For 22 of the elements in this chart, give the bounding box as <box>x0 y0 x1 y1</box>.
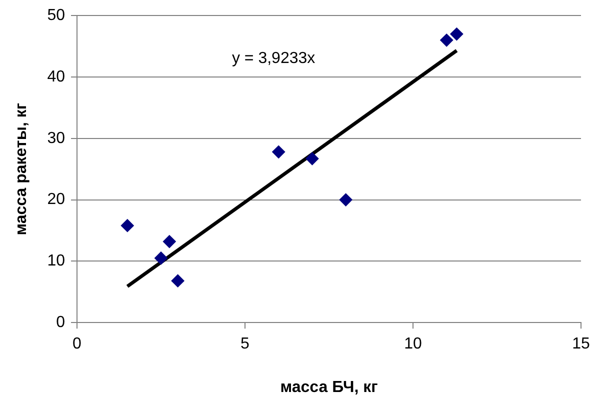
point <box>171 274 184 288</box>
point <box>306 152 319 166</box>
y-tick-label: 10 <box>47 252 66 270</box>
x-axis-title: масса БЧ, кг <box>280 378 378 396</box>
point <box>162 235 176 248</box>
point <box>154 252 168 265</box>
x-tick-label: 15 <box>572 336 590 353</box>
y-tick-label: 50 <box>47 7 66 24</box>
x-tick-label: 5 <box>240 336 250 353</box>
annotation: y = 3,9233x <box>232 50 316 67</box>
point <box>440 34 454 47</box>
point <box>450 28 464 41</box>
y-tick-label: 0 <box>56 314 66 332</box>
y-tick-label: 40 <box>47 68 66 86</box>
point <box>120 219 134 232</box>
point <box>272 145 286 158</box>
x-tick-label: 10 <box>404 336 422 353</box>
x-tick-label: 0 <box>72 336 82 353</box>
y-tick-label: 30 <box>47 130 66 147</box>
y-tick-label: 20 <box>47 191 66 208</box>
point <box>339 193 352 206</box>
y-axis-title: масса ракеты, кг <box>13 102 30 236</box>
